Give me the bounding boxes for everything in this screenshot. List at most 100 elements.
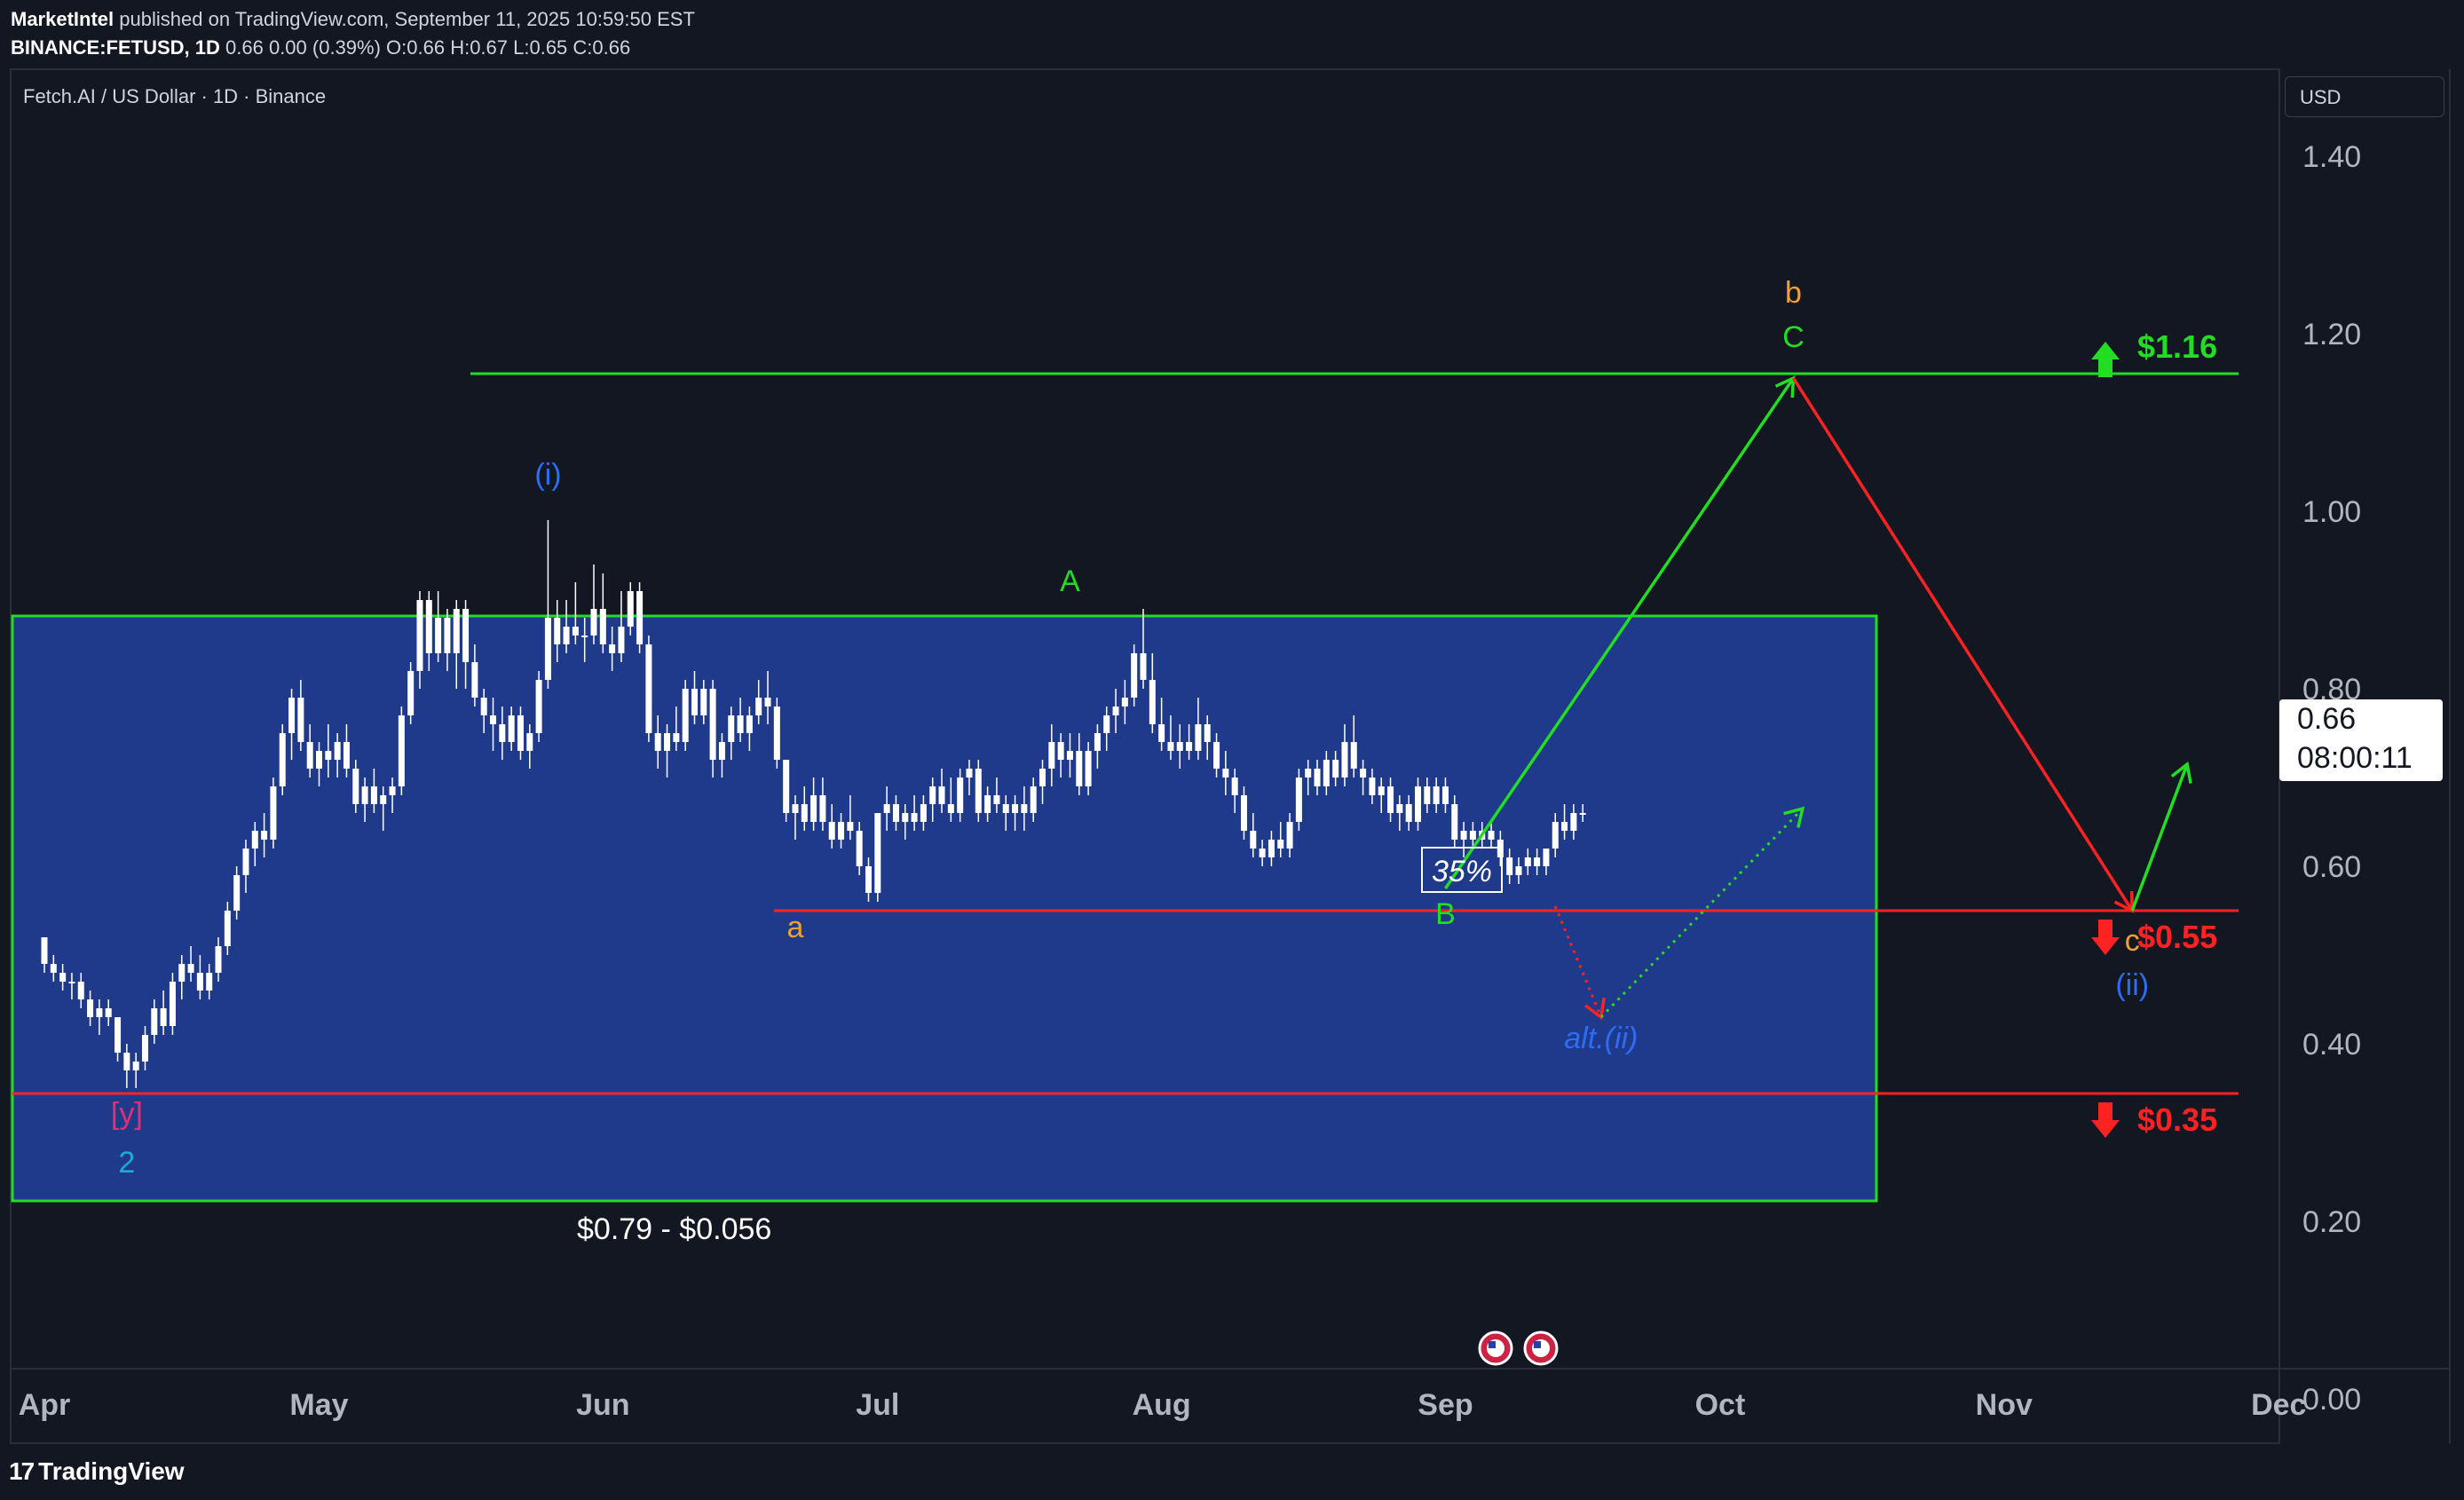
arrow-down-icon <box>2091 1102 2120 1138</box>
candle-body <box>1149 680 1156 724</box>
candle-body <box>1378 786 1385 795</box>
wave-label: c <box>2125 924 2140 958</box>
candle-body <box>627 591 634 627</box>
candle-body <box>599 609 606 644</box>
candle-body <box>41 937 48 964</box>
candle-body <box>1057 742 1064 760</box>
candle-body <box>306 742 313 769</box>
us-flag-event-icon[interactable] <box>1523 1330 1559 1366</box>
candle-body <box>453 609 460 653</box>
candle-body <box>1332 760 1339 778</box>
candle-body <box>1195 724 1202 751</box>
arrow-head-icon <box>2170 761 2192 784</box>
candle-body <box>270 786 277 840</box>
price-axis: 1.401.201.000.800.600.400.200.00 <box>2302 140 2361 1417</box>
candle-body <box>343 742 350 769</box>
candle-body <box>902 813 909 822</box>
candle-body <box>1186 742 1193 751</box>
bullish-path <box>1444 377 1795 889</box>
candle-body <box>1286 822 1293 849</box>
candle-body <box>618 627 625 653</box>
tradingview-logo-icon: 17 <box>9 1457 35 1485</box>
x-tick-label: Dec <box>2251 1388 2306 1422</box>
candle-body <box>261 831 268 840</box>
candle-body <box>251 831 258 849</box>
bullish-path <box>2130 763 2189 912</box>
currency-button[interactable]: USD <box>2285 76 2444 117</box>
candle-body <box>1277 840 1284 849</box>
candle-body <box>746 715 753 733</box>
candle-body <box>242 849 249 875</box>
candle-body <box>1341 742 1348 778</box>
y-tick-label: 0.60 <box>2302 850 2361 884</box>
candle-body <box>856 831 863 866</box>
level-label: $1.16 <box>2137 328 2217 365</box>
y-tick-label: 1.00 <box>2302 495 2361 529</box>
us-flag-event-icon[interactable] <box>1478 1330 1513 1366</box>
candle-body <box>1012 804 1019 813</box>
x-tick-label: Aug <box>1133 1388 1191 1422</box>
tradingview-footer[interactable]: 17 TradingView <box>9 1454 185 1489</box>
wave-label: C <box>1782 320 1805 354</box>
candle-body <box>50 964 57 973</box>
candle-body <box>1167 742 1174 751</box>
candle-body <box>1268 840 1275 857</box>
candle-body <box>68 982 75 983</box>
candle-body <box>297 698 304 742</box>
candlestick-series <box>41 520 1586 1088</box>
candle-body <box>728 715 735 742</box>
candle-body <box>471 662 478 698</box>
candle-body <box>1158 724 1165 742</box>
wave-label: A <box>1060 564 1080 598</box>
candle-body <box>352 769 359 804</box>
candle-body <box>1295 778 1302 822</box>
candle-body <box>1030 786 1037 813</box>
candle-body <box>874 813 881 893</box>
candle-body <box>792 804 799 813</box>
candle-body <box>1350 742 1357 769</box>
y-tick-label: 0.40 <box>2302 1028 2361 1062</box>
candle-body <box>288 698 296 733</box>
candle-body <box>370 786 377 804</box>
bar-countdown: 08:00:11 <box>2297 741 2413 775</box>
candle-body <box>847 822 854 831</box>
candle-body <box>123 1053 130 1070</box>
candle-body <box>682 689 689 742</box>
candle-body <box>517 715 524 751</box>
candle-body <box>1250 831 1257 849</box>
candle-body <box>1085 751 1092 786</box>
candle-body <box>544 618 551 680</box>
y-tick-label: 0.00 <box>2302 1383 2361 1417</box>
candle-body <box>554 618 561 644</box>
candle-body <box>141 1035 148 1062</box>
candle-body <box>975 769 982 813</box>
candle-body <box>132 1062 139 1070</box>
candle-body <box>783 760 790 813</box>
candle-body <box>563 627 570 644</box>
candle-body <box>398 715 405 786</box>
projection-percent-box: 35% <box>1421 847 1503 893</box>
candle-body <box>947 804 954 813</box>
candle-body <box>1039 769 1046 786</box>
candle-body <box>508 715 515 742</box>
x-tick-label: Nov <box>1976 1388 2033 1422</box>
candle-body <box>1213 742 1220 769</box>
candle-body <box>1405 804 1412 822</box>
current-price-tag: 0.66 08:00:11 <box>2279 699 2443 781</box>
candle-body <box>1424 786 1431 804</box>
candle-body <box>1094 733 1101 751</box>
candle-body <box>572 627 579 636</box>
candle-body <box>1076 751 1083 786</box>
candle-body <box>1002 804 1009 813</box>
candle-body <box>737 715 744 733</box>
candle-body <box>224 911 231 946</box>
candle-body <box>1433 786 1440 804</box>
candle-body <box>819 795 826 822</box>
x-tick-label: Sep <box>1418 1388 1473 1422</box>
x-tick-label: Jul <box>856 1388 899 1422</box>
y-tick-label: 1.40 <box>2302 140 2361 174</box>
candle-body <box>1579 813 1586 815</box>
candle-body <box>673 733 680 742</box>
candle-body <box>1441 786 1449 804</box>
